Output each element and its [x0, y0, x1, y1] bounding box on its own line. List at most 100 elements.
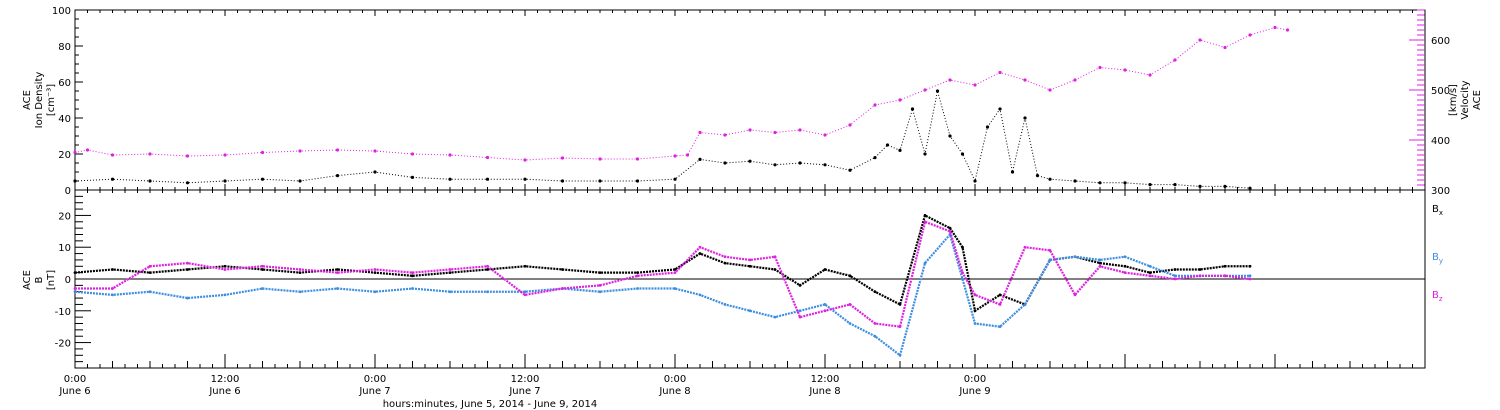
bottom-series-point: [1198, 274, 1202, 278]
bottom-series-point: [1223, 264, 1227, 268]
top-series-point: [848, 123, 852, 127]
bottom-series-point: [1123, 255, 1127, 259]
x-tick-day-label: June 7: [508, 386, 540, 397]
bottom-series-point: [848, 322, 852, 325]
top-left-tick-label: 40: [58, 114, 71, 125]
bottom-series-point: [111, 268, 114, 271]
top-series-point: [598, 157, 602, 161]
bottom-series-point: [1148, 274, 1152, 278]
bottom-series-point: [1148, 271, 1152, 275]
bottom-series-point: [698, 252, 702, 255]
top-series-point: [823, 163, 827, 167]
top-series-point: [185, 154, 190, 158]
top-series-point: [673, 154, 677, 158]
top-series-point: [1073, 78, 1077, 82]
bottom-series-point: [923, 261, 927, 265]
bottom-series-point: [948, 226, 952, 230]
bottom-series-point: [1023, 245, 1027, 249]
bottom-series-point: [486, 264, 489, 268]
top-series-point: [410, 152, 415, 156]
bottom-series-point: [673, 271, 677, 275]
bottom-series-point: [948, 229, 952, 233]
bottom-series-point: [298, 290, 302, 294]
top-right-axis-ticks: 300 400 500 600: [1409, 9, 1450, 197]
bottom-series-point: [561, 287, 564, 290]
bottom-series-point: [1098, 258, 1102, 262]
bottom-series-point: [73, 290, 77, 294]
bottom-series-point: [261, 268, 264, 271]
bottom-series-point: [1073, 293, 1077, 297]
bottom-series-point: [961, 277, 964, 281]
bottom-series-point: [873, 290, 877, 294]
bottom-series-point: [748, 309, 752, 313]
bottom-series-point: [186, 296, 189, 300]
x-tick-time-label: 0:00: [664, 374, 686, 385]
top-right-axis-label-line-2: Velocity: [1460, 80, 1471, 119]
top-series-point: [898, 98, 902, 102]
top-series-trace: [74, 90, 1251, 189]
bottom-series-point: [1098, 264, 1102, 268]
legend-entry-base: B: [1432, 290, 1439, 301]
bottom-series-point: [961, 271, 964, 275]
bottom-series-point: [1148, 264, 1152, 268]
top-series-group: [73, 25, 1290, 190]
bottom-series-point: [998, 325, 1002, 329]
bottom-series-point: [1198, 268, 1202, 271]
bottom-series-point: [373, 268, 377, 271]
top-right-axis-label-line-1: ACE: [1472, 90, 1483, 110]
bottom-series-point: [848, 303, 852, 306]
bottom-series-point: [798, 283, 802, 287]
x-tick-time-label: 12:00: [511, 374, 540, 385]
bottom-series-point: [998, 303, 1002, 306]
bottom-axis-label-line-2: B: [34, 276, 45, 283]
top-right-tick-label: 300: [1431, 186, 1450, 197]
top-series-point: [723, 161, 727, 165]
top-series-right: [73, 25, 1290, 162]
bottom-series-point: [598, 283, 602, 287]
bottom-series-point: [636, 271, 639, 275]
top-series-point: [110, 177, 115, 181]
top-panel: 0 20 40 60 80 100 300 400 500 600 ACE Ion Densit…: [22, 6, 1483, 197]
bottom-series-point: [961, 245, 964, 249]
top-series-point: [410, 175, 415, 179]
bottom-series-bx: [73, 213, 1252, 313]
top-series-point: [823, 133, 827, 137]
bottom-series-point: [673, 268, 677, 271]
top-series-point: [1285, 28, 1290, 32]
x-tick-day-label: June 8: [658, 386, 690, 397]
legend-entry-base: B: [1432, 204, 1439, 215]
x-tick-time-label: 12:00: [211, 374, 240, 385]
bottom-left-axis-ticks: -20 -10 0 10 20: [55, 189, 91, 369]
legend-entry-base: B: [1432, 252, 1439, 263]
bottom-series-point: [636, 274, 639, 278]
top-series-point: [1248, 33, 1252, 37]
top-series-trace: [74, 26, 1288, 161]
legend-entry-subscript: z: [1439, 295, 1443, 303]
bottom-series-point: [148, 264, 152, 268]
top-series-point: [1073, 179, 1077, 183]
bottom-series-point: [873, 322, 877, 325]
top-left-tick-label: 0: [65, 186, 71, 197]
bottom-series-point: [748, 264, 752, 268]
bottom-series-point: [298, 268, 302, 271]
top-series-point: [1098, 181, 1102, 185]
bottom-series-point: [411, 274, 414, 278]
bottom-series-point: [411, 271, 414, 275]
bottom-series-point: [1173, 268, 1177, 271]
top-left-axis-label-line-2: Ion Density: [34, 72, 45, 129]
bottom-series-point: [1073, 255, 1077, 259]
bottom-series-point: [1248, 264, 1252, 268]
bottom-axis-label-line-3: [nT]: [46, 270, 57, 290]
top-left-axis-label-line-3: [cm⁻³]: [46, 84, 57, 116]
bottom-series-point: [798, 309, 802, 313]
top-right-tick-label: 600: [1431, 36, 1450, 47]
bottom-series-point: [223, 268, 227, 271]
top-series-point: [848, 168, 852, 172]
bottom-series-point: [1048, 248, 1052, 252]
top-series-point: [635, 179, 640, 183]
x-tick-day-label: June 6: [208, 386, 240, 397]
bottom-series-point: [923, 220, 927, 224]
top-right-tick-label: 500: [1431, 86, 1450, 97]
bottom-series-point: [298, 271, 302, 275]
bottom-series-point: [823, 309, 827, 313]
